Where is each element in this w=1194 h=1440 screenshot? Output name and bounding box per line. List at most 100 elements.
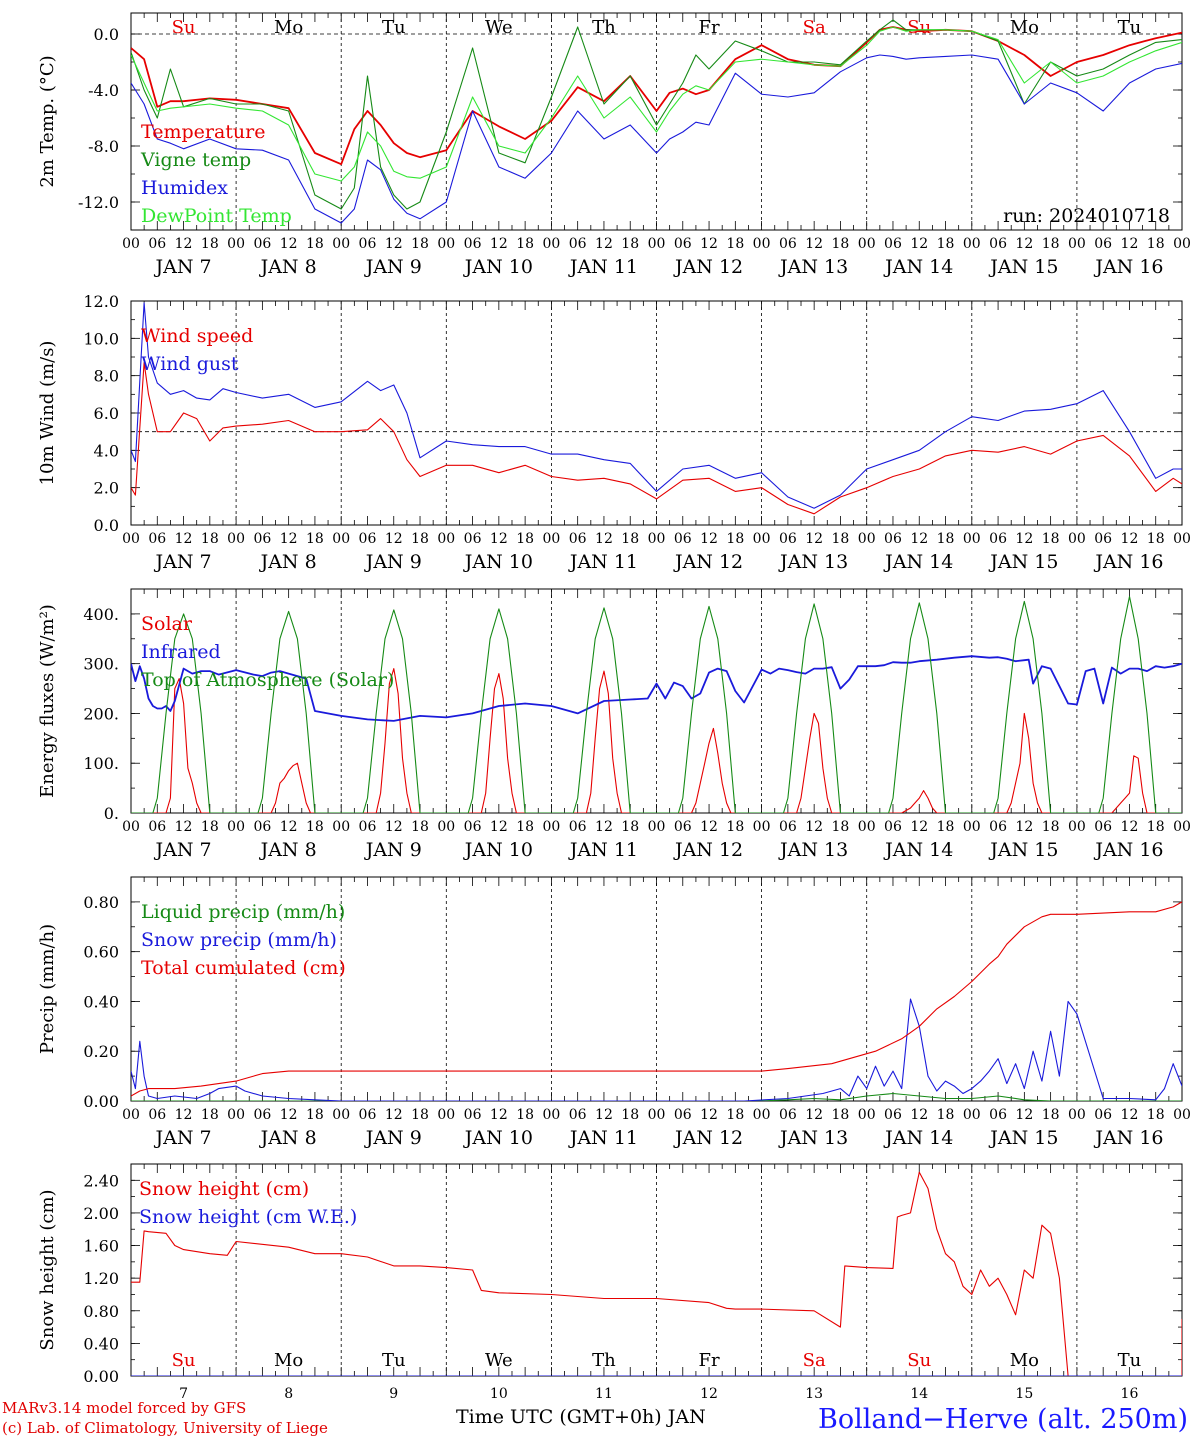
hour-label: 06 [359,1107,377,1123]
date-label: JAN 8 [259,839,317,861]
date-label: JAN 16 [1093,1127,1163,1149]
snow-series-0 [131,1171,1182,1376]
hour-label: 18 [1042,1107,1060,1123]
hour-label: 18 [201,531,219,547]
hour-label: 00 [122,531,140,547]
hour-label: 12 [595,531,613,547]
y-tick-label: 1.60 [83,1237,119,1256]
date-label: JAN 10 [463,839,533,861]
date-label: JAN 12 [673,1127,743,1149]
hour-label: 00 [122,1107,140,1123]
hour-label: 18 [621,236,639,252]
hour-label: 00 [542,1107,560,1123]
day-number-label: 10 [490,1386,508,1402]
hour-label: 00 [858,236,876,252]
hour-label: 12 [1015,531,1033,547]
y-tick-label: 1.20 [83,1269,119,1288]
y-tick-label: 2.40 [83,1171,119,1190]
hour-label: 00 [963,819,981,835]
day-number-label: 11 [595,1386,613,1402]
legend-entry: Solar [141,613,193,635]
hour-label: 06 [1094,1107,1112,1123]
plot-frame [130,588,1183,814]
weekday-label: Th [592,17,616,38]
date-label: JAN 13 [778,839,848,861]
hour-label: 18 [937,531,955,547]
weekday-label: We [485,1350,513,1371]
hour-label: 18 [1042,236,1060,252]
hour-label: 12 [280,531,298,547]
day-number-label: 16 [1121,1386,1139,1402]
hour-label: 12 [700,236,718,252]
hour-label: 18 [621,819,639,835]
wind-series-group [131,302,1182,515]
hour-label: 00 [227,1107,245,1123]
energy-series-2 [131,595,1182,813]
hour-label: 18 [621,531,639,547]
hour-label: 18 [306,531,324,547]
hour-label: 12 [805,531,823,547]
precip-series-1 [131,998,1182,1101]
date-label: JAN 15 [988,839,1058,861]
date-label: JAN 10 [463,1127,533,1149]
hour-label: 18 [516,531,534,547]
weekday-label: Mo [1010,1350,1039,1371]
hour-label: 00 [1173,531,1191,547]
date-label: JAN 9 [364,256,422,278]
hour-label: 06 [253,1107,271,1123]
date-label: JAN 14 [883,839,953,861]
hour-label: 12 [280,819,298,835]
y-tick-label: 8.0 [94,367,119,386]
date-label: JAN 15 [988,551,1058,573]
y-tick-label: -12.0 [78,193,119,212]
hour-label: 06 [989,236,1007,252]
date-label: JAN 14 [883,256,953,278]
y-axis-label: Snow height (cm) [37,1189,58,1350]
date-label: JAN 9 [364,839,422,861]
y-tick-label: 12.0 [83,292,119,311]
y-axis-label: Energy fluxes (W/m²) [37,604,58,798]
hour-label: 12 [805,819,823,835]
wind-panel: 0.0 2.0 4.0 6.0 8.0 10.0 12.0 10m Wind (m/s) 00 0… [37,292,1191,573]
legend-entry: Total cumulated (cm) [141,957,346,979]
date-label: JAN 13 [778,1127,848,1149]
hour-label: 06 [464,819,482,835]
weekday-label: Fr [699,1350,720,1371]
hour-label: 00 [963,1107,981,1123]
hour-label: 06 [884,236,902,252]
hour-label: 06 [148,531,166,547]
y-tick-label: 0.40 [83,1334,119,1353]
hour-label: 18 [411,1107,429,1123]
weekday-label: Tu [1118,1350,1142,1371]
hour-label: 00 [1068,819,1086,835]
date-label: JAN 10 [463,551,533,573]
legend-entry: DewPoint Temp [141,205,292,227]
precip-panel: 0.00 0.20 0.40 0.60 0.80 Precip (mm/h) 00 06 12 1… [37,876,1191,1149]
y-tick-label: -8.0 [88,137,119,156]
date-label: JAN 14 [883,551,953,573]
y-tick-label: 0.80 [83,893,119,912]
hour-label: 18 [1147,1107,1165,1123]
hour-label: 18 [726,1107,744,1123]
date-label: JAN 7 [154,551,212,573]
y-axis-label: 10m Wind (m/s) [37,341,58,486]
hour-label: 06 [359,236,377,252]
day-number-label: 14 [910,1386,928,1402]
hour-label: 06 [359,531,377,547]
hour-label: 00 [332,819,350,835]
hour-label: 00 [437,819,455,835]
hour-label: 00 [227,531,245,547]
y-tick-label: 0.40 [83,992,119,1011]
weekday-label: Su [172,17,196,38]
hour-label: 12 [490,1107,508,1123]
hour-label: 00 [542,819,560,835]
hour-label: 06 [779,819,797,835]
hour-label: 18 [726,531,744,547]
y-tick-label: 300. [83,655,119,674]
hour-label: 06 [464,531,482,547]
weekday-label: Sa [803,17,826,38]
hour-label: 18 [621,1107,639,1123]
legend-entry: Snow height (cm) [139,1178,309,1200]
date-label: JAN 7 [154,1127,212,1149]
